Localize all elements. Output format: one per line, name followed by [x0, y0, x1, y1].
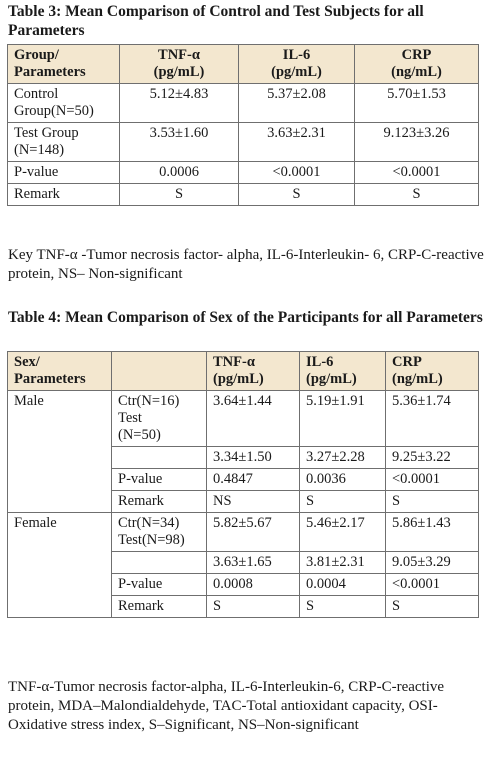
subgroup-label: P-value — [111, 573, 207, 596]
tnf-value: 5.12±4.83 — [119, 83, 239, 123]
il6-value: S — [299, 595, 386, 618]
crp-value: S — [385, 595, 479, 618]
il6-value: 3.27±2.28 — [299, 446, 386, 469]
tnf-value: 3.63±1.65 — [206, 551, 300, 574]
table4-header-sex: Sex/Parameters — [7, 351, 112, 391]
il6-value: S — [238, 183, 355, 206]
table3-key: Key TNF-α -Tumor necrosis factor- alpha,… — [8, 247, 484, 282]
table3-header-crp: CRP (ng/mL) — [354, 44, 479, 84]
il6-value: 5.37±2.08 — [238, 83, 355, 123]
row-label: P-value — [7, 161, 120, 184]
tnf-value: NS — [206, 490, 300, 513]
tnf-value: S — [206, 595, 300, 618]
subgroup-label — [111, 446, 207, 469]
table-row: 3.34±1.50 3.27±2.28 9.25±3.22 — [8, 446, 479, 469]
tnf-value: 0.4847 — [206, 468, 300, 491]
tnf-value: 0.0008 — [206, 573, 300, 596]
crp-value: <0.0001 — [385, 573, 479, 596]
il6-value: 0.0004 — [299, 573, 386, 596]
table-row: Test Group (N=148) 3.53±1.60 3.63±2.31 9.… — [7, 122, 479, 162]
row-label: Remark — [7, 183, 120, 206]
table3-caption: Table 3: Mean Comparison of Control and … — [8, 3, 424, 39]
table-row: P-value 0.4847 0.0036 <0.0001 — [8, 468, 479, 491]
il6-value: 5.46±2.17 — [299, 512, 386, 552]
table4-header-il6: IL-6 (pg/mL) — [299, 351, 386, 391]
tnf-value: 3.34±1.50 — [206, 446, 300, 469]
tnf-value: 3.64±1.44 — [206, 390, 300, 447]
il6-value: 3.81±2.31 — [299, 551, 386, 574]
table4-header-crp: CRP (ng/mL) — [385, 351, 479, 391]
crp-value: 5.36±1.74 — [385, 390, 479, 447]
sex-label-male: Male — [7, 390, 112, 513]
table-row: Control Group(N=50) 5.12±4.83 5.37±2.08 5… — [7, 83, 479, 123]
table4-key: TNF-α-Tumor necrosis factor-alpha, IL-6-… — [8, 679, 445, 733]
subgroup-label: Remark — [111, 595, 207, 618]
il6-value: 5.19±1.91 — [299, 390, 386, 447]
il6-value: S — [299, 490, 386, 513]
crp-value: 9.123±3.26 — [354, 122, 479, 162]
crp-value: 9.25±3.22 — [385, 446, 479, 469]
tnf-value: 5.82±5.67 — [206, 512, 300, 552]
row-label: Control Group(N=50) — [7, 83, 120, 123]
subgroup-label: Ctr(N=34) Test(N=98) — [111, 512, 207, 552]
subgroup-label — [111, 551, 207, 574]
table3: Group/Parameters TNF-α (pg/mL) IL-6 (pg/mL… — [7, 44, 479, 206]
table-row: Remark S S S — [8, 595, 479, 618]
table3-header-il6: IL-6 (pg/mL) — [238, 44, 355, 84]
il6-value: 0.0036 — [299, 468, 386, 491]
table-row: Male Ctr(N=16) Test (N=50) 3.64±1.44 5.19±… — [7, 390, 479, 513]
table4-header-row: Sex/Parameters TNF-α (pg/mL) IL-6 (pg/mL) … — [7, 351, 479, 391]
subgroup-label: Remark — [111, 490, 207, 513]
crp-value: <0.0001 — [354, 161, 479, 184]
crp-value: S — [385, 490, 479, 513]
crp-value: 9.05±3.29 — [385, 551, 479, 574]
sex-label-female: Female — [7, 512, 112, 618]
table4: Sex/Parameters TNF-α (pg/mL) IL-6 (pg/mL) … — [7, 351, 479, 618]
tnf-value: 3.53±1.60 — [119, 122, 239, 162]
crp-value: S — [354, 183, 479, 206]
crp-value: 5.70±1.53 — [354, 83, 479, 123]
il6-value: <0.0001 — [238, 161, 355, 184]
crp-value: 5.86±1.43 — [385, 512, 479, 552]
table4-header-tnf: TNF-α (pg/mL) — [206, 351, 300, 391]
table-row: Remark S S S — [7, 183, 479, 206]
subgroup-label: P-value — [111, 468, 207, 491]
table-row: P-value 0.0006 <0.0001 <0.0001 — [7, 161, 479, 184]
table3-header-group: Group/Parameters — [7, 44, 120, 84]
crp-value: <0.0001 — [385, 468, 479, 491]
table3-header-tnf: TNF-α (pg/mL) — [119, 44, 239, 84]
table4-caption: Table 4: Mean Comparison of Sex of the P… — [8, 309, 483, 326]
table-row: Female Ctr(N=34) Test(N=98) 5.82±5.67 5.4… — [7, 512, 479, 618]
subgroup-label: Ctr(N=16) Test (N=50) — [111, 390, 207, 447]
tnf-value: 0.0006 — [119, 161, 239, 184]
row-label: Test Group (N=148) — [7, 122, 120, 162]
tnf-value: S — [119, 183, 239, 206]
il6-value: 3.63±2.31 — [238, 122, 355, 162]
table-row: Remark NS S S — [8, 490, 479, 513]
table4-header-blank — [111, 351, 207, 391]
table3-header-row: Group/Parameters TNF-α (pg/mL) IL-6 (pg/mL… — [7, 44, 479, 84]
